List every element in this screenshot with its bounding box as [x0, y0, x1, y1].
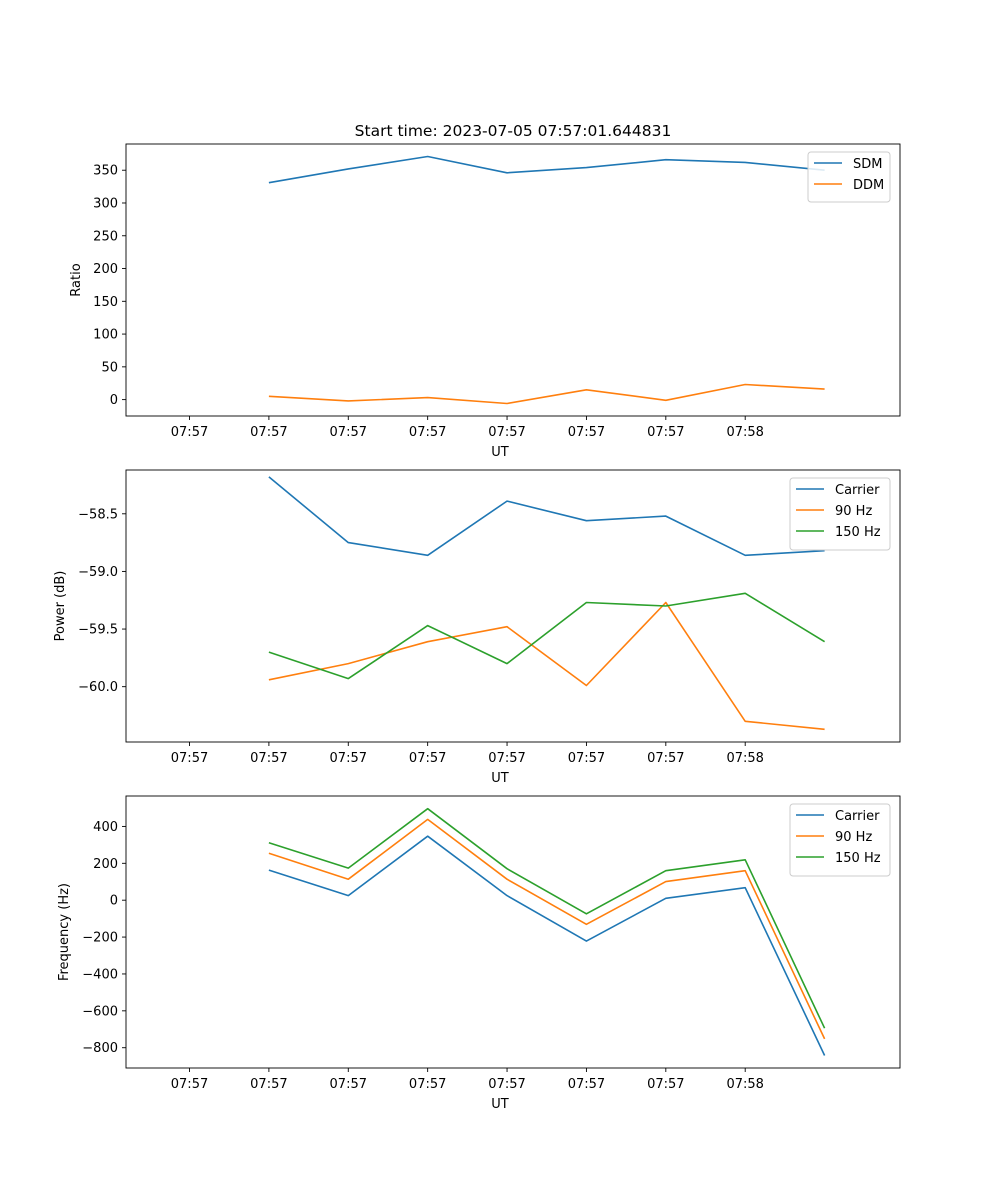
y-tick-label: −58.5: [78, 507, 118, 522]
y-axis-label: Power (dB): [53, 571, 68, 642]
plots: 07:57 07:57 07:57 07:57 07:57 07:57 07:57 07:58…: [53, 143, 901, 1112]
x-tick-label: 07:57: [409, 751, 446, 766]
chart-panel-2: 07:57 07:57 07:57 07:57 07:57 07:57 07:57 07:58…: [53, 469, 901, 786]
plot-frame: [125, 469, 901, 743]
chart-panel-1: 07:57 07:57 07:57 07:57 07:57 07:57 07:57 07:58…: [69, 143, 901, 460]
series-line-150-hz: [268, 807, 826, 1029]
legend-label: DDM: [853, 178, 884, 193]
legend-label: Carrier: [835, 483, 880, 498]
x-tick-label: 07:57: [488, 751, 525, 766]
legend-label: 90 Hz: [835, 830, 872, 845]
chart-panel-3: 07:57 07:57 07:57 07:57 07:57 07:57 07:57 07:58…: [57, 795, 901, 1112]
series-line-carrier: [268, 835, 826, 1056]
y-tick-label: 0: [110, 894, 118, 909]
legend-box: [789, 803, 891, 877]
x-tick-label: 07:57: [250, 751, 287, 766]
series-line-90-hz: [268, 818, 826, 1040]
x-tick-label: 07:57: [171, 1077, 208, 1092]
x-tick-label: 07:58: [726, 425, 763, 440]
series-line-150-hz: [268, 592, 826, 680]
y-tick-label: 350: [93, 164, 118, 179]
legend-label: 90 Hz: [835, 504, 872, 519]
x-tick-label: 07:57: [409, 425, 446, 440]
legend: Carrier 90 Hz 150 Hz: [789, 803, 891, 877]
y-tick-label: 0: [110, 393, 118, 408]
y-tick-label: −800: [82, 1041, 118, 1056]
x-axis-label: UT: [491, 445, 509, 460]
x-tick-label: 07:57: [488, 425, 525, 440]
x-tick-label: 07:57: [171, 425, 208, 440]
x-tick-label: 07:57: [488, 1077, 525, 1092]
x-tick-label: 07:57: [330, 1077, 367, 1092]
legend-box: [789, 477, 891, 551]
x-tick-label: 07:57: [568, 1077, 605, 1092]
plot-frame: [125, 795, 901, 1069]
x-tick-label: 07:57: [647, 1077, 684, 1092]
legend-label: 150 Hz: [835, 851, 881, 866]
y-axis-label: Ratio: [69, 263, 84, 296]
y-tick-label: 400: [93, 820, 118, 835]
x-tick-label: 07:57: [409, 1077, 446, 1092]
y-axis-label: Frequency (Hz): [57, 883, 72, 981]
x-tick-label: 07:57: [171, 751, 208, 766]
x-axis-label: UT: [491, 1097, 509, 1112]
legend: Carrier 90 Hz 150 Hz: [789, 477, 891, 551]
legend-box: [807, 151, 891, 203]
y-tick-label: −200: [82, 931, 118, 946]
y-tick-label: 150: [93, 295, 118, 310]
x-tick-label: 07:57: [250, 1077, 287, 1092]
y-tick-label: 200: [93, 857, 118, 872]
y-tick-label: 300: [93, 196, 118, 211]
x-tick-label: 07:57: [330, 425, 367, 440]
series-line-carrier: [268, 476, 825, 557]
legend-label: 150 Hz: [835, 525, 881, 540]
y-tick-label: −59.5: [78, 623, 118, 638]
series-line-90-hz: [268, 601, 825, 731]
x-tick-label: 07:58: [726, 751, 763, 766]
series-line-ddm: [268, 383, 825, 405]
x-tick-label: 07:57: [647, 751, 684, 766]
x-tick-label: 07:57: [568, 751, 605, 766]
y-tick-label: −400: [82, 967, 118, 982]
y-tick-label: 100: [93, 328, 118, 343]
legend-label: SDM: [853, 157, 882, 172]
plot-frame: [125, 143, 901, 417]
x-tick-label: 07:57: [330, 751, 367, 766]
x-axis-label: UT: [491, 771, 509, 786]
legend: SDM DDM: [807, 151, 891, 203]
y-tick-label: 200: [93, 262, 118, 277]
y-tick-label: 250: [93, 229, 118, 244]
y-tick-label: 50: [101, 360, 118, 375]
x-tick-label: 07:57: [568, 425, 605, 440]
chart-title: Start time: 2023-07-05 07:57:01.644831: [355, 122, 672, 140]
x-tick-label: 07:57: [647, 425, 684, 440]
y-tick-label: −600: [82, 1004, 118, 1019]
legend-label: Carrier: [835, 809, 880, 824]
x-tick-label: 07:58: [726, 1077, 763, 1092]
y-tick-label: −59.0: [78, 565, 118, 580]
series-line-sdm: [268, 155, 825, 184]
y-tick-label: −60.0: [78, 680, 118, 695]
x-tick-label: 07:57: [250, 425, 287, 440]
